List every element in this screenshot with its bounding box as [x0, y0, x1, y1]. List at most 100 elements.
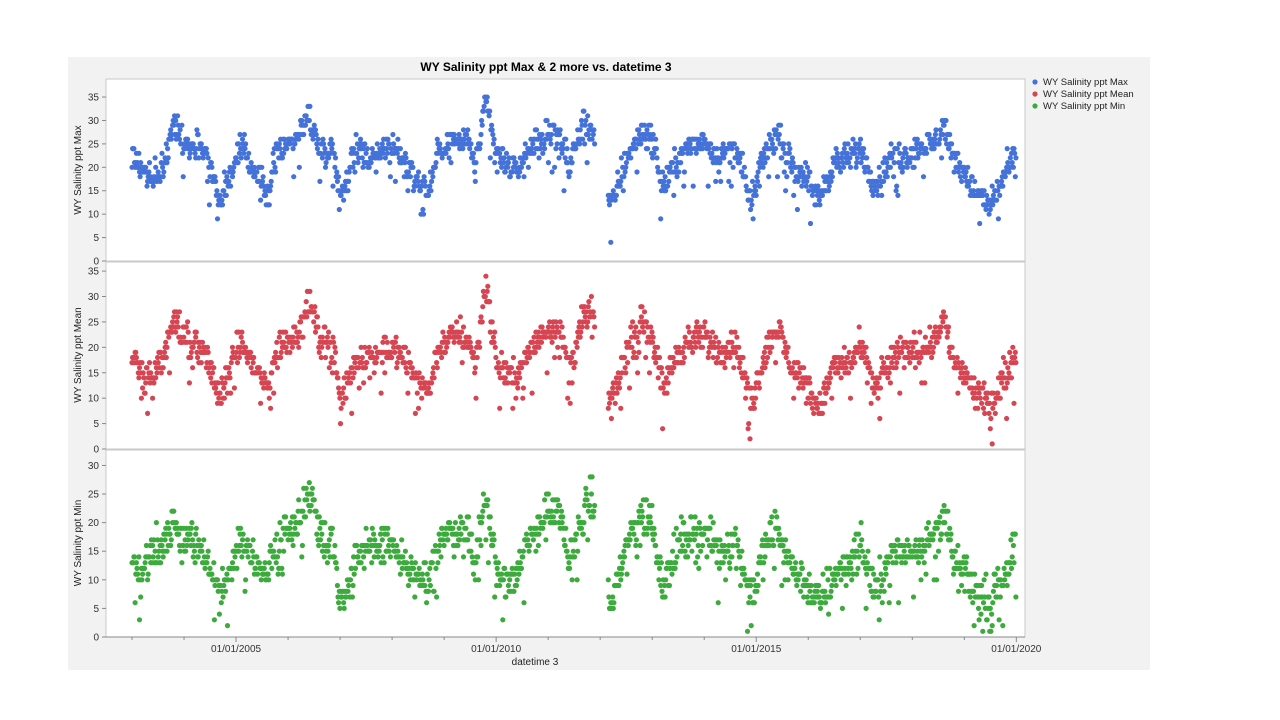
data-point — [185, 136, 191, 142]
data-point — [160, 164, 166, 170]
data-point — [267, 385, 273, 391]
data-point — [430, 370, 436, 376]
data-point — [271, 160, 277, 166]
data-point — [238, 334, 244, 340]
data-point — [412, 410, 418, 416]
data-point — [518, 365, 525, 371]
data-point — [1002, 577, 1008, 583]
data-point — [216, 611, 222, 617]
data-point — [283, 329, 289, 335]
data-point — [380, 150, 386, 156]
data-point — [722, 365, 728, 371]
data-point — [704, 537, 711, 543]
data-point — [380, 339, 386, 345]
data-point — [678, 160, 684, 166]
legend-label-mean: WY Salinity ppt Mean — [1043, 89, 1134, 100]
data-point — [145, 410, 151, 416]
data-point — [972, 390, 978, 396]
data-point — [697, 525, 703, 531]
data-point — [359, 155, 365, 161]
data-point — [805, 174, 811, 180]
data-point — [643, 497, 650, 503]
data-point — [894, 146, 900, 152]
data-point — [563, 349, 569, 355]
data-point — [557, 127, 563, 133]
data-point — [780, 542, 786, 549]
data-point — [618, 155, 625, 161]
data-point — [281, 548, 287, 554]
data-point — [384, 339, 390, 345]
data-point — [419, 183, 425, 189]
data-point — [855, 565, 861, 571]
data-point — [957, 174, 964, 180]
data-point — [374, 141, 380, 147]
data-point — [143, 380, 149, 386]
data-point — [967, 594, 973, 600]
data-point — [934, 525, 940, 531]
data-point — [233, 354, 239, 361]
data-point — [430, 365, 437, 371]
data-point — [894, 183, 900, 189]
data-point — [495, 560, 501, 566]
data-point — [351, 370, 357, 376]
data-point — [407, 174, 413, 180]
data-point — [772, 508, 778, 514]
data-point — [173, 329, 179, 335]
data-point — [605, 577, 611, 583]
data-point — [610, 605, 616, 612]
data-point — [390, 542, 396, 549]
data-point — [922, 334, 929, 340]
data-point — [1009, 160, 1015, 166]
data-point — [454, 531, 460, 537]
data-point — [992, 571, 998, 577]
data-point — [191, 548, 197, 554]
data-point — [834, 150, 841, 156]
data-point — [248, 160, 254, 166]
data-point — [748, 197, 754, 203]
data-point — [545, 324, 551, 330]
data-point — [206, 202, 212, 208]
data-point — [472, 178, 478, 184]
data-point — [962, 174, 969, 180]
data-point — [980, 385, 986, 391]
data-point — [469, 554, 475, 560]
data-point — [477, 146, 483, 152]
data-point — [138, 160, 144, 166]
data-point — [460, 554, 467, 560]
data-point — [639, 304, 645, 310]
data-point — [379, 360, 385, 366]
data-point — [187, 531, 193, 537]
data-point — [535, 542, 541, 549]
data-point — [809, 183, 815, 189]
data-point — [1012, 174, 1018, 180]
data-point — [319, 548, 325, 554]
data-point — [166, 334, 172, 340]
data-point — [930, 349, 936, 355]
data-point — [1004, 415, 1010, 422]
data-point — [846, 571, 852, 577]
data-point — [385, 136, 391, 142]
data-point — [957, 160, 963, 166]
data-point — [288, 520, 294, 526]
data-point — [354, 542, 360, 549]
data-point — [296, 136, 302, 142]
data-point — [552, 520, 558, 526]
data-point — [817, 390, 823, 396]
data-point — [500, 365, 506, 371]
data-point — [829, 395, 835, 401]
data-point — [487, 514, 493, 520]
data-point — [739, 548, 745, 554]
data-point — [386, 141, 392, 147]
data-point — [271, 390, 277, 396]
data-point — [886, 354, 892, 361]
data-point — [382, 334, 388, 340]
data-point — [296, 329, 302, 335]
data-point — [268, 405, 274, 411]
data-point — [895, 344, 901, 350]
data-point — [322, 146, 328, 152]
data-point — [904, 537, 910, 543]
data-point — [846, 370, 852, 376]
data-point — [859, 155, 866, 161]
data-point — [491, 339, 497, 345]
data-point — [828, 178, 834, 184]
